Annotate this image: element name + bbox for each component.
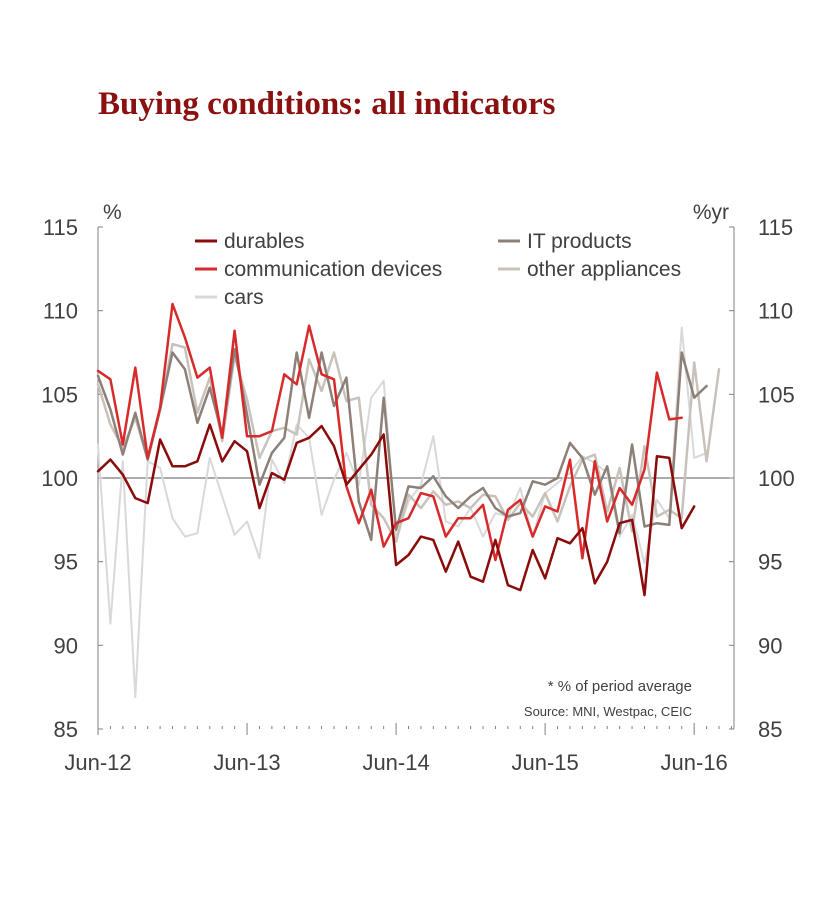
y-tick-label-right: 95	[758, 550, 782, 575]
y-tick-label-left: 85	[54, 717, 78, 742]
legend-label: durables	[224, 230, 305, 253]
legend-label: cars	[224, 286, 264, 309]
legend-item: communication devices	[195, 258, 442, 281]
chart-title: Buying conditions: all indicators	[98, 86, 556, 122]
legend-label: communication devices	[224, 258, 442, 281]
legend-item: durables	[195, 230, 305, 253]
y-tick-label-left: 100	[41, 466, 78, 491]
legend-item: other appliances	[498, 258, 681, 281]
y-tick-label-right: 105	[758, 382, 795, 407]
footnote: * % of period average	[548, 678, 692, 695]
legend-item: IT products	[498, 230, 632, 253]
x-tick-label: Jun-15	[511, 750, 578, 775]
axes: 85 85 90 90 95 95 100 100 105 105 110 110 115 115 Jun-…	[41, 215, 794, 775]
x-tick-label: Jun-16	[661, 750, 728, 775]
legend-item: cars	[195, 286, 264, 309]
y-tick-label-right: 115	[758, 215, 793, 240]
y-tick-label-left: 105	[41, 382, 78, 407]
legend: durables IT products communication devices…	[195, 230, 681, 309]
series-line-communication-devices	[96, 302, 683, 562]
source-note: Source: MNI, Westpac, CEIC	[524, 704, 692, 719]
y-tick-label-right: 85	[758, 717, 782, 742]
x-tick-label: Jun-14	[362, 750, 429, 775]
series-line-other-appliances	[96, 342, 721, 543]
y-left-unit: %	[103, 201, 122, 224]
series-line-durables	[96, 423, 696, 597]
series-layer	[96, 302, 721, 699]
y-right-unit: %yr	[693, 201, 729, 224]
legend-label: other appliances	[527, 258, 681, 281]
y-tick-label-right: 90	[758, 633, 782, 658]
y-tick-label-left: 115	[43, 215, 78, 240]
y-tick-label-left: 95	[54, 550, 78, 575]
x-tick-label: Jun-12	[64, 750, 131, 775]
y-tick-label-right: 100	[758, 466, 795, 491]
x-tick-label: Jun-13	[213, 750, 280, 775]
series-line-IT-products	[96, 347, 708, 542]
y-tick-label-right: 110	[758, 299, 793, 324]
y-tick-label-left: 90	[54, 633, 78, 658]
y-tick-label-left: 110	[43, 299, 78, 324]
legend-label: IT products	[527, 230, 632, 253]
